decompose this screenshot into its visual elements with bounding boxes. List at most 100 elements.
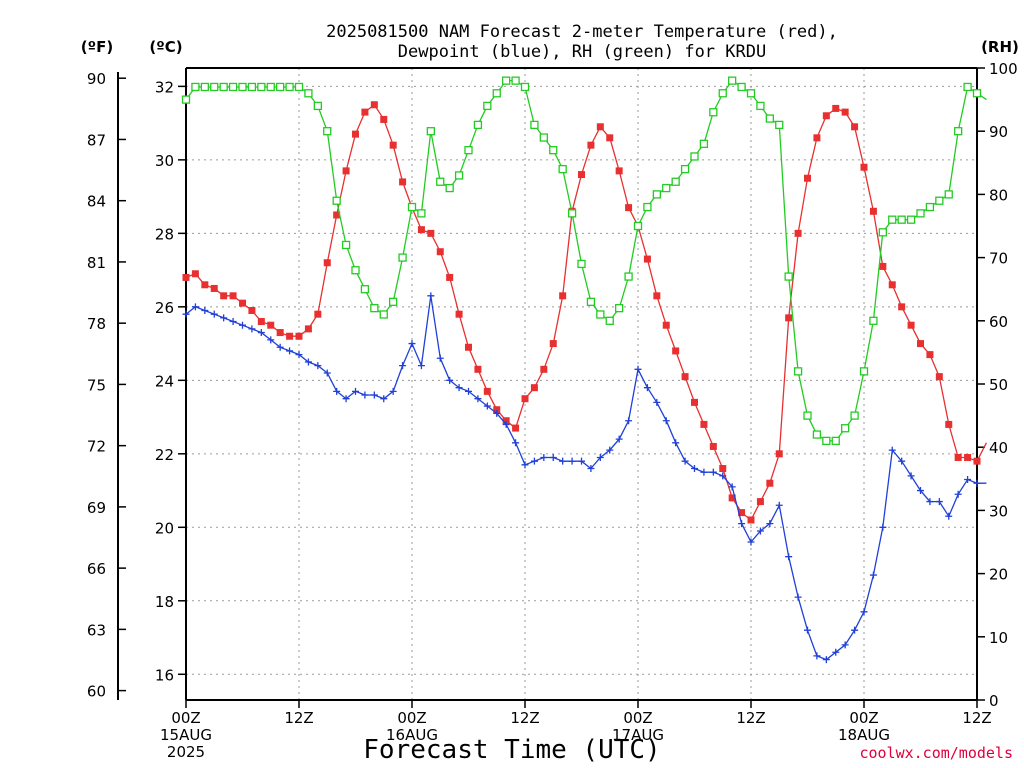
credit-label: coolwx.com/models [859, 744, 1013, 762]
data-point [690, 152, 699, 161]
data-point [586, 297, 596, 306]
rh-tick-label: 60 [989, 313, 1008, 331]
data-point [898, 457, 906, 465]
celsius-unit-label: (ºC) [149, 38, 182, 56]
data-point [389, 387, 397, 395]
data-point [878, 228, 887, 237]
data-point [210, 310, 218, 318]
rh-tick-label: 90 [989, 123, 1008, 141]
data-point [247, 82, 257, 92]
celsius-tick-label: 18 [155, 593, 174, 611]
data-point [925, 202, 935, 212]
rh-tick-label: 100 [989, 60, 1018, 78]
data-point [718, 89, 727, 98]
data-point [257, 329, 265, 337]
data-point [643, 202, 652, 212]
data-point [945, 420, 953, 428]
data-point [737, 82, 746, 92]
data-point [850, 411, 859, 420]
data-point [549, 146, 558, 155]
rh-tick-label: 30 [989, 502, 1008, 520]
data-point [521, 461, 529, 469]
data-point [954, 490, 962, 498]
data-point [276, 329, 284, 337]
data-point [417, 226, 425, 234]
celsius-tick-label: 26 [155, 299, 174, 317]
data-point [539, 133, 548, 142]
series-line [185, 295, 987, 661]
data-point [841, 641, 849, 649]
data-point [380, 395, 388, 403]
data-point [944, 190, 953, 199]
data-point [304, 358, 312, 366]
data-point [719, 472, 727, 480]
data-point [756, 101, 765, 111]
data-point [220, 292, 228, 300]
data-point [286, 332, 294, 340]
data-point [605, 316, 614, 325]
data-point [643, 384, 651, 392]
data-point [483, 402, 491, 410]
data-point [267, 321, 275, 329]
data-point [239, 321, 246, 329]
data-point [851, 123, 859, 131]
data-point [615, 304, 624, 313]
data-point [917, 487, 924, 495]
data-point [276, 343, 284, 351]
data-point [200, 82, 209, 92]
x-tick-label: 12Z [510, 709, 539, 727]
x-tick-label: 17AUG [612, 726, 664, 744]
data-point [201, 307, 209, 315]
data-point [455, 384, 463, 392]
data-point [653, 398, 661, 406]
celsius-tick-label: 16 [155, 666, 174, 684]
data-point [794, 229, 802, 237]
rh-tick-label: 70 [989, 250, 1008, 268]
data-point [738, 520, 746, 528]
data-point [342, 167, 350, 175]
data-point [681, 373, 689, 381]
data-point [888, 215, 897, 224]
data-point [276, 82, 285, 92]
data-point [389, 297, 398, 306]
data-point [370, 304, 379, 313]
data-series [181, 76, 987, 664]
data-point [455, 310, 463, 318]
data-point [916, 209, 925, 218]
data-point [502, 420, 510, 428]
data-point [436, 248, 444, 256]
data-point [502, 76, 511, 85]
data-point [370, 391, 378, 399]
data-point [436, 354, 444, 362]
data-point [747, 538, 755, 546]
rh-tick-label: 20 [989, 566, 1008, 584]
data-point [220, 314, 228, 322]
data-point [257, 318, 265, 326]
data-point [841, 108, 849, 116]
data-point [954, 453, 962, 461]
data-point [285, 82, 294, 92]
data-point [578, 171, 585, 179]
data-point [182, 273, 190, 281]
fahrenheit-tick-label: 84 [87, 193, 106, 211]
data-point [323, 259, 331, 267]
data-point [879, 262, 887, 270]
data-point [832, 648, 840, 656]
data-point [719, 465, 727, 473]
data-point [465, 343, 472, 351]
data-point [445, 183, 454, 193]
data-point [295, 351, 303, 359]
fahrenheit-tick-label: 75 [87, 376, 106, 394]
data-point [822, 436, 831, 446]
data-point [813, 652, 821, 660]
data-point [653, 292, 661, 300]
data-point [859, 367, 869, 376]
data-point [389, 141, 397, 149]
data-point [229, 318, 237, 326]
rh-tick-label: 80 [989, 186, 1008, 204]
data-point [756, 527, 764, 535]
data-point [568, 457, 576, 465]
chart-title: 2025081500 NAM Forecast 2-meter Temperat… [326, 22, 838, 42]
data-point [474, 365, 482, 373]
data-point [558, 164, 567, 174]
